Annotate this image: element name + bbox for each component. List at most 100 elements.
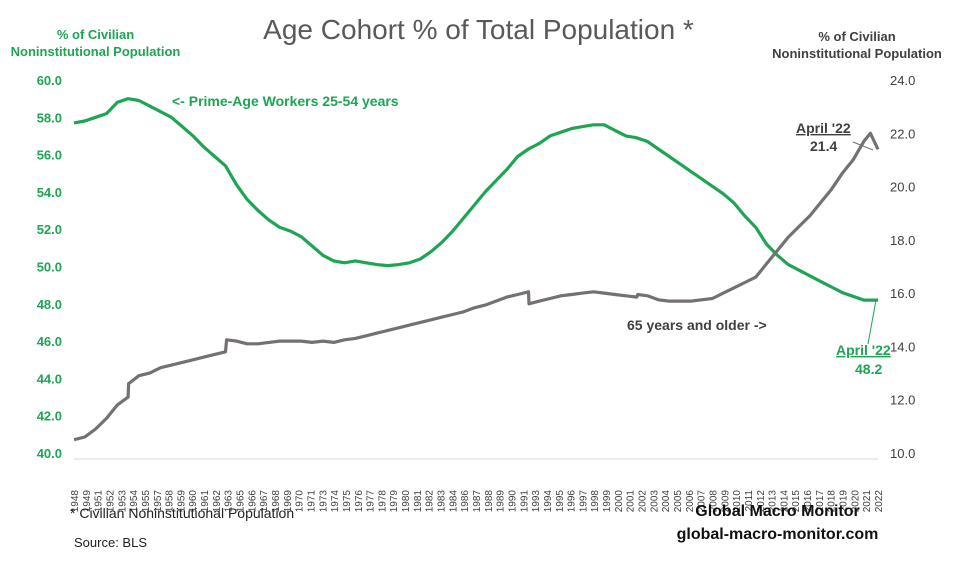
right-tick-label: 12.0 [890,393,915,408]
x-tick-label: 1981 [413,490,424,513]
x-tick-label: 2002 [638,490,649,513]
x-tick-label: 1957 [153,490,164,513]
x-tick-label: 2013 [768,490,779,513]
x-tick-label: 1996 [567,490,578,513]
annotation-april-older-value: 21.4 [810,138,837,154]
x-tick-label: 1979 [389,490,400,513]
x-tick-label: 1978 [377,490,388,513]
x-tick-label: 1990 [507,490,518,513]
right-tick-label: 24.0 [890,73,915,88]
x-tick-label: 2011 [744,490,755,512]
x-tick-label: 1974 [330,490,341,513]
left-tick-label: 52.0 [37,222,62,237]
annotation-april-older-label: April '22 [796,120,851,136]
series-line-prime-age [73,97,878,302]
brand-url: global-macro-monitor.com [676,526,879,543]
brand-name: Global Macro Monitor [695,503,860,520]
x-tick-label: 1952 [105,490,116,513]
x-tick-label: 1983 [437,490,448,513]
left-tick-label: 50.0 [37,260,62,275]
x-tick-label: 2000 [614,490,625,513]
x-tick-label: 1967 [259,490,270,513]
x-tick-label: 1953 [117,490,128,513]
left-tick-label: 54.0 [37,185,62,200]
x-tick-label: 1966 [247,490,258,513]
x-tick-label: 1980 [401,490,412,513]
x-tick-label: 1999 [602,490,613,513]
x-tick-label: 1997 [578,490,589,513]
x-tick-label: 2001 [626,490,637,513]
x-tick-label: 1961 [200,490,211,513]
x-tick-label: 2006 [685,490,696,513]
x-tick-label: 1994 [543,490,554,513]
x-tick-label: 2003 [649,490,660,513]
x-tick-label: 1960 [188,490,199,513]
x-tick-label: 2005 [673,490,684,513]
x-tick-label: 1955 [141,490,152,513]
annotation-april-prime-label: April '22 [836,342,891,358]
x-tick-label: 1987 [472,490,483,513]
x-tick-label: 2004 [661,490,672,513]
x-tick-label: 2014 [779,490,790,513]
source-note: Source: BLS [74,535,147,550]
x-tick-label: 1963 [224,490,235,513]
x-tick-label: 2015 [791,490,802,513]
left-tick-label: 60.0 [37,73,62,88]
x-tick-label: 2020 [850,490,861,513]
right-tick-label: 16.0 [890,286,915,301]
annotation-prime-age: <- Prime-Age Workers 25-54 years [172,93,399,109]
x-tick-label: 1986 [460,490,471,513]
left-axis-ticks: 40.0 42.0 44.0 46.0 48.0 50.0 52.0 54.0 56.0 58.0… [37,73,62,461]
right-tick-label: 14.0 [890,339,915,354]
series-line-65-and-older [73,131,880,442]
right-axis-ticks: 10.0 12.0 14.0 16.0 18.0 20.0 22.0 24.0 [890,73,915,461]
left-tick-label: 58.0 [37,110,62,125]
annotation-april-prime-value: 48.2 [855,361,882,377]
annotation-prime-leader [867,299,877,345]
x-tick-label: 1991 [519,490,530,513]
x-tick-label: 1954 [129,490,140,513]
x-tick-label: 1984 [448,490,459,513]
right-axis-label: % of Civilian Noninstitutional Populatio… [772,29,942,61]
x-tick-label: 1948 [70,490,81,513]
x-tick-label: 2008 [708,490,719,513]
x-tick-label: 2022 [874,490,885,513]
right-tick-label: 18.0 [890,233,915,248]
x-tick-label: 2010 [732,490,743,513]
x-tick-label: 2007 [697,490,708,513]
x-tick-label: 1969 [283,490,294,513]
x-tick-label: 1971 [306,490,317,513]
right-tick-label: 10.0 [890,446,915,461]
left-tick-label: 56.0 [37,148,62,163]
x-tick-label: 1959 [176,490,187,513]
x-tick-label: 1965 [236,490,247,513]
x-tick-label: 1988 [484,490,495,513]
chart-title: Age Cohort % of Total Population * [263,14,694,45]
x-tick-label: 1973 [318,490,329,513]
x-tick-label: 1962 [212,490,223,513]
left-tick-label: 42.0 [37,409,62,424]
x-tick-label: 2017 [815,490,826,513]
x-tick-label: 1977 [366,490,377,513]
x-tick-label: 1989 [496,490,507,513]
x-tick-label: 1951 [94,490,105,513]
x-tick-label: 1982 [425,490,436,513]
x-tick-label: 1975 [342,490,353,513]
x-tick-label: 2012 [756,490,767,513]
x-tick-label: 1949 [82,490,93,513]
left-tick-label: 40.0 [37,446,62,461]
right-tick-label: 20.0 [890,180,915,195]
x-tick-label: 1998 [590,490,601,513]
annotation-older: 65 years and older -> [627,317,767,333]
left-tick-label: 46.0 [37,334,62,349]
x-tick-label: 2021 [862,490,873,513]
x-tick-label: 1968 [271,490,282,513]
x-tick-label: 1970 [295,490,306,513]
left-tick-label: 48.0 [37,297,62,312]
x-tick-label: 1993 [531,490,542,513]
x-tick-label: 1995 [555,490,566,513]
x-axis-ticks: 1948 1949 1951 1952 1953 1954 1955 1957 1958 1959… [70,490,885,513]
x-tick-label: 2019 [839,490,850,513]
x-tick-label: 2016 [803,490,814,513]
